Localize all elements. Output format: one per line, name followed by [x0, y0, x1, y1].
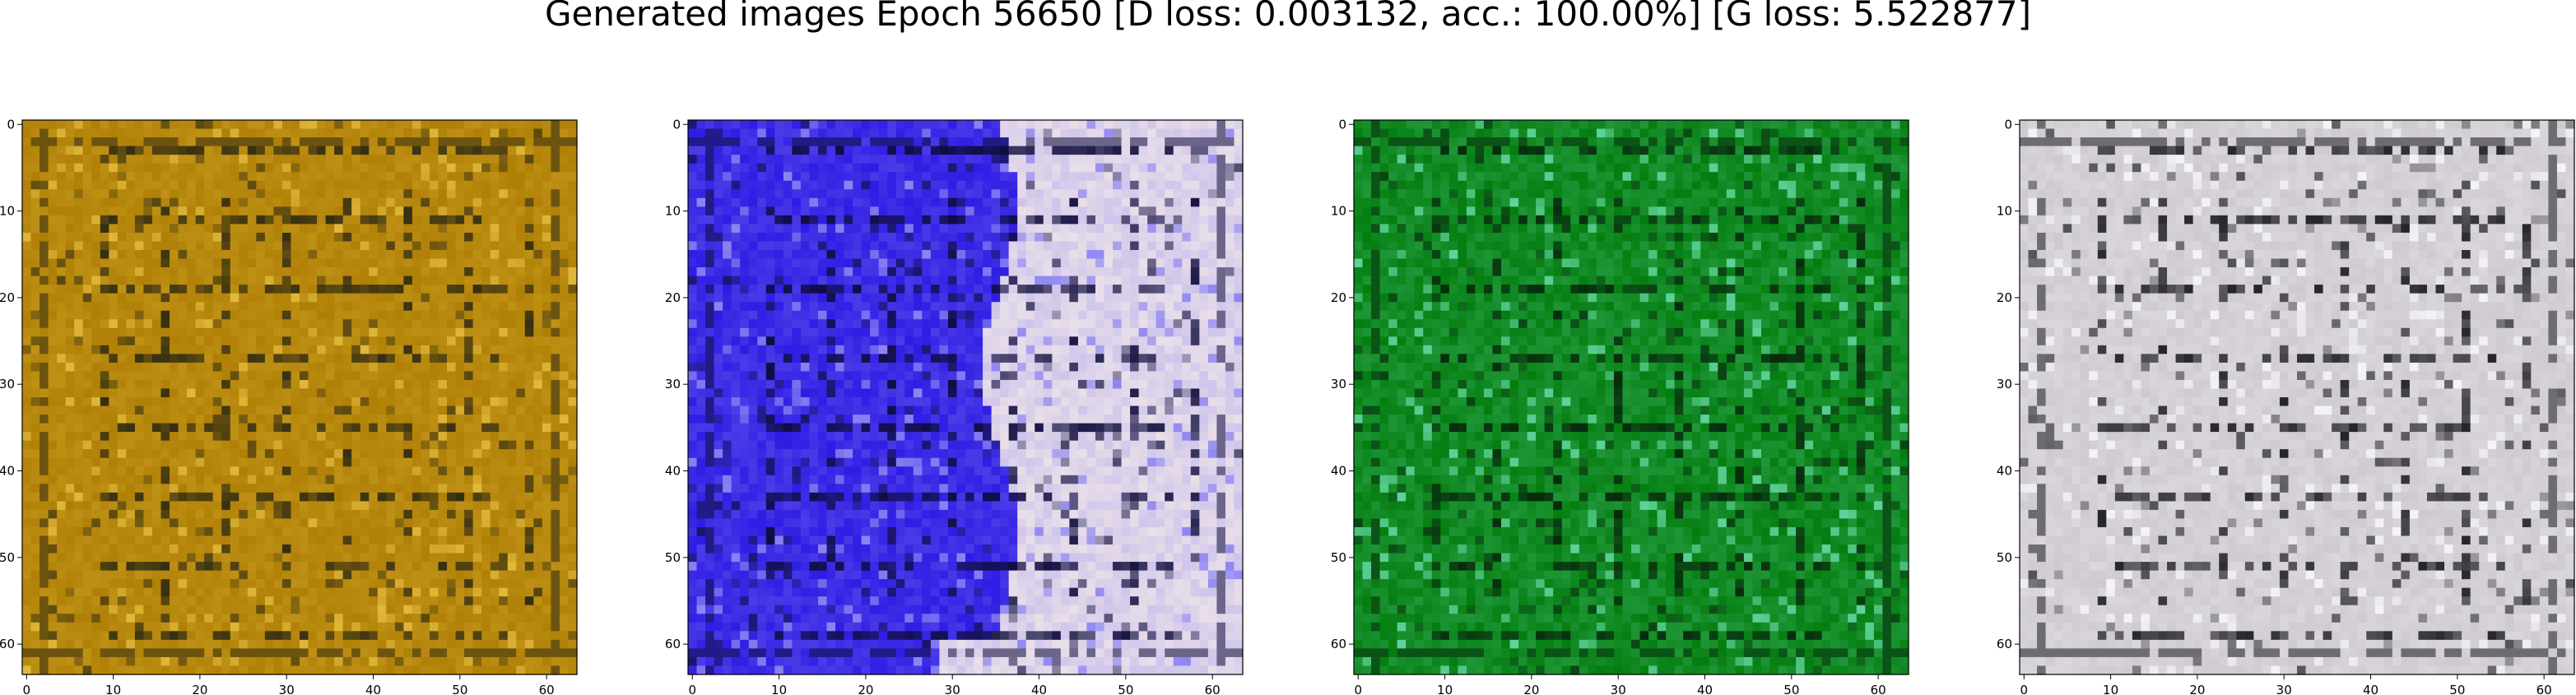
generated-image-4: 0 10 20 30 40 50 60 0 10 20 30 40 50 60 [1997, 117, 2575, 695]
y-tick-label: 20 [0, 290, 15, 305]
y-tick-label: 50 [0, 550, 15, 565]
y-tick-label: 30 [0, 377, 15, 392]
x-tick-label: 60 [539, 683, 555, 695]
x-tick-label: 0 [2020, 683, 2028, 695]
generated-image-3: 0 10 20 30 40 50 60 0 10 20 30 40 50 60 [1331, 117, 1909, 695]
generated-image-4-pixels [2020, 120, 2575, 675]
y-tick-label: 0 [7, 117, 15, 132]
x-tick-label: 30 [1611, 683, 1626, 695]
generated-image-2-pixels [688, 120, 1244, 675]
y-tick-label: 50 [1331, 550, 1346, 565]
x-tick-label: 50 [452, 683, 467, 695]
generated-image-1-frame [21, 119, 578, 675]
x-tick-label: 0 [1354, 683, 1362, 695]
y-tick-label: 30 [665, 377, 681, 392]
y-tick-label: 10 [665, 204, 681, 219]
x-tick-label: 20 [858, 683, 873, 695]
y-tick-label: 60 [1997, 637, 2012, 651]
generated-image-4-frame [2019, 119, 2575, 675]
y-tick-label: 40 [665, 464, 681, 479]
x-tick-label: 60 [2536, 683, 2552, 695]
x-tick-label: 0 [22, 683, 30, 695]
y-tick-label: 60 [1331, 637, 1346, 651]
x-tick-label: 20 [1523, 683, 1539, 695]
x-tick-label: 10 [2103, 683, 2118, 695]
generated-image-2-frame [687, 119, 1244, 675]
x-tick-label: 40 [365, 683, 381, 695]
y-tick-label: 30 [1997, 377, 2012, 392]
figure-title: Generated images Epoch 56650 [D loss: 0.… [545, 0, 2031, 34]
generated-image-1-pixels [22, 120, 578, 675]
x-tick-label: 30 [2276, 683, 2292, 695]
x-tick-label: 50 [1118, 683, 1133, 695]
x-tick-label: 30 [945, 683, 960, 695]
y-tick-label: 0 [2004, 117, 2012, 132]
y-tick-label: 40 [0, 464, 15, 479]
x-tick-label: 40 [1031, 683, 1047, 695]
x-tick-label: 60 [1205, 683, 1221, 695]
y-tick-label: 50 [665, 550, 681, 565]
y-tick-label: 10 [1331, 204, 1346, 219]
x-tick-label: 30 [279, 683, 295, 695]
x-tick-label: 10 [105, 683, 121, 695]
y-tick-label: 60 [665, 637, 681, 651]
x-tick-label: 60 [1871, 683, 1886, 695]
x-tick-label: 10 [771, 683, 787, 695]
y-tick-label: 20 [1331, 290, 1346, 305]
generated-image-3-pixels [1354, 120, 1909, 675]
y-tick-label: 20 [1997, 290, 2012, 305]
x-tick-label: 0 [688, 683, 696, 695]
generated-image-2: 0 10 20 30 40 50 60 0 10 20 30 40 50 60 [665, 117, 1244, 695]
x-tick-label: 10 [1437, 683, 1453, 695]
x-tick-label: 20 [2189, 683, 2205, 695]
y-tick-label: 60 [0, 637, 15, 651]
y-tick-label: 0 [1338, 117, 1346, 132]
generated-image-1: 0 10 20 30 40 50 60 0 10 20 30 40 50 60 [0, 117, 578, 695]
x-tick-label: 50 [1783, 683, 1799, 695]
generated-image-3-frame [1353, 119, 1909, 675]
y-tick-label: 50 [1997, 550, 2012, 565]
x-tick-label: 20 [192, 683, 207, 695]
x-tick-label: 40 [1697, 683, 1713, 695]
y-tick-label: 0 [672, 117, 681, 132]
y-tick-label: 10 [1997, 204, 2012, 219]
y-tick-label: 10 [0, 204, 15, 219]
y-tick-label: 20 [665, 290, 681, 305]
y-tick-label: 30 [1331, 377, 1346, 392]
y-tick-label: 40 [1997, 464, 2012, 479]
x-tick-label: 40 [2363, 683, 2378, 695]
y-tick-label: 40 [1331, 464, 1346, 479]
x-tick-label: 50 [2449, 683, 2465, 695]
